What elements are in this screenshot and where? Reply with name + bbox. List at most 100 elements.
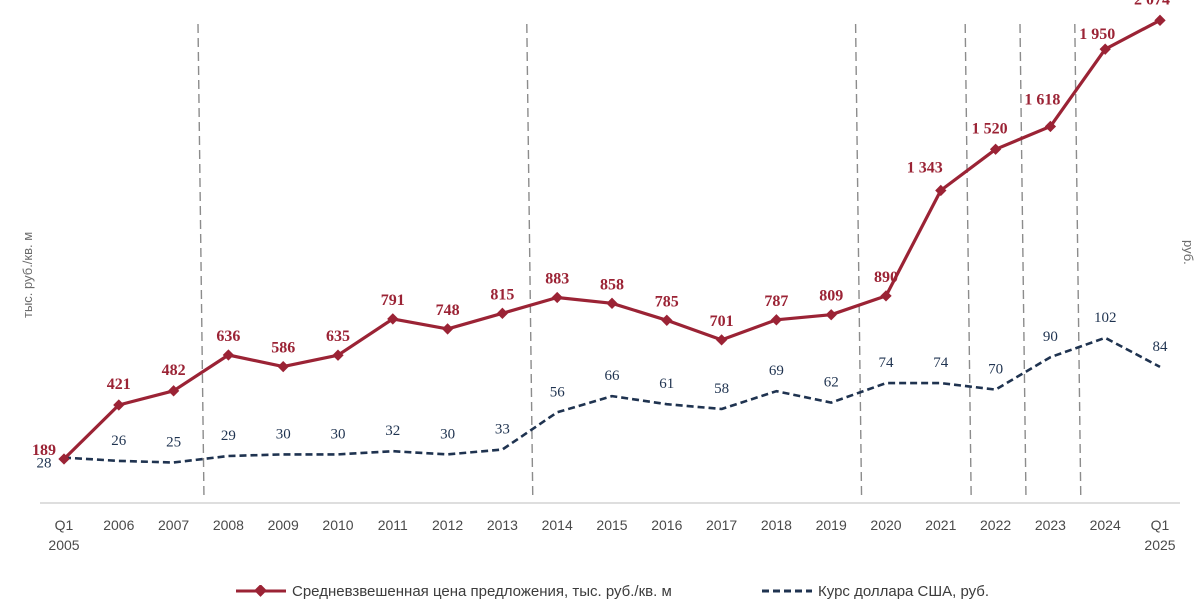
price-point-marker: [715, 334, 728, 346]
price-data-label: 787: [764, 293, 788, 310]
price-data-label: 748: [436, 302, 460, 319]
x-tick-label: 2025: [1144, 537, 1175, 553]
x-tick-label: 2015: [596, 517, 627, 533]
usd-data-label: 25: [166, 435, 181, 451]
period-divider-line: [1019, 23, 1027, 501]
legend: Средневзвешенная цена предложения, тыс. …: [0, 578, 1200, 604]
price-point-marker: [1099, 43, 1111, 55]
price-point-marker: [935, 184, 947, 197]
price-point-marker: [825, 309, 837, 321]
x-tick-label: 2010: [322, 517, 353, 533]
period-dividers: [197, 23, 1082, 501]
usd-data-label: 84: [1153, 339, 1169, 355]
legend-usd-label: Курс доллара США, руб.: [818, 582, 990, 600]
price-data-label: 785: [655, 293, 679, 310]
usd-rate-series: 28 26 25 29 30 30 32 30 33 56 66 61 58 69 62 74 74 70 90 10…: [37, 310, 1169, 472]
legend-item-usd[interactable]: Курс доллара США, руб.: [762, 578, 989, 604]
price-point-marker: [661, 314, 673, 326]
usd-data-label: 30: [440, 426, 455, 442]
usd-data-label: 30: [331, 426, 346, 442]
x-tick-label: 2005: [48, 537, 79, 553]
x-tick-label: 2011: [378, 517, 408, 533]
price-point-marker: [332, 349, 344, 361]
price-data-label: 586: [271, 340, 295, 357]
price-data-label: 636: [216, 328, 240, 345]
x-tick-label: 2022: [980, 517, 1011, 533]
price-data-label: 858: [600, 276, 624, 293]
period-divider-line: [854, 23, 863, 501]
x-tick-label: 2013: [487, 517, 518, 533]
usd-data-label: 30: [276, 426, 291, 442]
x-tick-label: 2009: [268, 517, 299, 533]
left-axis-title: тыс. руб./кв. м: [18, 190, 38, 330]
x-tick-label: 2006: [103, 517, 134, 533]
price-data-label: 815: [490, 286, 514, 303]
price-data-label: 791: [381, 292, 405, 309]
price-point-marker: [770, 314, 783, 326]
usd-data-label: 74: [933, 355, 949, 371]
x-tick-label: 2007: [158, 517, 189, 533]
usd-data-label: 32: [385, 423, 400, 439]
x-tick-label: Q1: [55, 517, 74, 533]
usd-data-label: 28: [37, 456, 52, 472]
price-point-marker: [551, 291, 563, 304]
price-data-label: 189: [32, 442, 56, 459]
x-tick-label: 2021: [925, 517, 956, 533]
period-divider-line: [964, 23, 972, 501]
left-axis-title-text: тыс. руб./кв. м: [20, 231, 35, 318]
x-tick-label: 2014: [542, 517, 573, 533]
price-data-label: 482: [162, 362, 186, 379]
legend-item-price[interactable]: Средневзвешенная цена предложения, тыс. …: [236, 578, 672, 604]
legend-usd-marker-icon: [762, 589, 812, 593]
price-point-marker: [222, 349, 235, 361]
price-data-label: 809: [819, 288, 843, 305]
period-divider-line: [197, 23, 205, 501]
price-data-label: 421: [107, 376, 131, 393]
price-data-label: 883: [545, 271, 569, 288]
x-tick-label: Q1: [1151, 517, 1170, 533]
usd-data-label: 26: [111, 433, 127, 449]
price-point-marker: [496, 307, 509, 319]
x-tick-label: 2012: [432, 517, 463, 533]
price-point-marker: [277, 360, 289, 373]
price-data-label: 1 618: [1024, 91, 1060, 108]
price-line: [62, 18, 1161, 461]
price-data-label: 701: [710, 313, 734, 330]
price-point-marker: [1154, 14, 1166, 26]
price-data-label: 635: [326, 328, 350, 345]
price-point-marker: [880, 290, 892, 302]
usd-data-label: 58: [714, 381, 729, 397]
usd-data-label: 102: [1094, 310, 1117, 326]
x-tick-label: 2018: [761, 517, 792, 533]
x-tick-labels: Q1 2005 2006 2007 2008 2009 2010 2011 2012 2013 20…: [48, 517, 1175, 553]
price-point-marker: [1044, 120, 1057, 133]
usd-data-label: 74: [879, 355, 895, 371]
x-tick-label: 2016: [651, 517, 682, 533]
x-tick-label: 2017: [706, 517, 737, 533]
usd-data-label: 62: [824, 375, 839, 391]
price-point-marker: [167, 385, 180, 397]
x-tick-label: 2024: [1090, 517, 1121, 533]
usd-data-label: 33: [495, 422, 510, 438]
usd-data-label: 90: [1043, 329, 1058, 345]
x-tick-label: 2023: [1035, 517, 1066, 533]
usd-data-label: 70: [988, 362, 1003, 378]
right-axis-title: руб.: [1182, 240, 1200, 300]
price-data-label: 1 343: [907, 159, 943, 176]
price-point-marker: [441, 323, 454, 335]
price-data-label: 890: [874, 269, 898, 286]
usd-data-label: 61: [659, 376, 674, 392]
x-tick-label: 2008: [213, 517, 244, 533]
period-divider-line: [526, 23, 534, 501]
usd-data-label: 56: [550, 384, 566, 400]
price-data-label: 1 950: [1079, 26, 1115, 43]
price-data-label: 1 520: [972, 120, 1008, 137]
period-divider-line: [1074, 23, 1082, 501]
price-point-marker: [387, 313, 399, 325]
usd-data-label: 66: [605, 368, 621, 384]
usd-data-label: 69: [769, 363, 784, 379]
price-point-marker: [989, 143, 1002, 155]
legend-price-marker-icon: [236, 585, 286, 597]
price-series: 189 421 482 636 586 635 791 748 815 883 858 785 701 7…: [32, 0, 1170, 465]
